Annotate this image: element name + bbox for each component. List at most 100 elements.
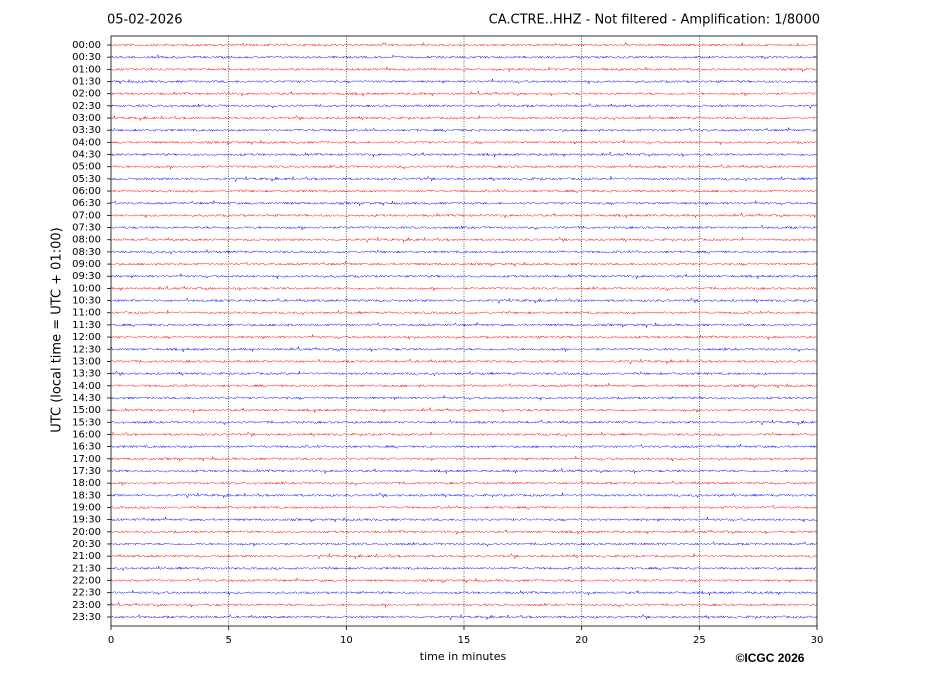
trace	[110, 345, 817, 353]
trace	[110, 297, 817, 305]
y-tick-label: 06:30	[72, 198, 101, 209]
y-tick-label: 22:30	[72, 588, 101, 599]
trace	[110, 260, 817, 268]
trace	[110, 395, 817, 402]
trace	[110, 65, 817, 73]
y-tick-label: 00:30	[72, 52, 101, 63]
y-tick-label: 12:00	[72, 332, 101, 343]
y-tick-label: 16:30	[72, 442, 101, 453]
y-tick-label: 01:00	[72, 64, 101, 75]
trace	[110, 321, 817, 329]
trace	[110, 78, 817, 85]
trace	[110, 211, 817, 219]
y-tick-label: 03:30	[72, 125, 101, 136]
trace	[110, 431, 817, 438]
trace	[110, 540, 817, 548]
x-tick-label: 15	[458, 635, 471, 646]
trace	[110, 175, 817, 183]
trace	[110, 552, 817, 560]
y-tick-label: 14:00	[72, 381, 101, 392]
y-tick-label: 02:00	[72, 89, 101, 100]
y-tick-label: 15:30	[72, 417, 101, 428]
trace	[110, 565, 817, 572]
trace	[110, 273, 817, 280]
y-tick-label: 10:30	[72, 296, 101, 307]
trace	[110, 126, 817, 133]
y-tick-label: 23:00	[72, 600, 101, 611]
trace	[110, 589, 817, 597]
y-tick-label: 17:30	[72, 466, 101, 477]
trace	[110, 613, 817, 621]
y-tick-label: 08:00	[72, 235, 101, 246]
y-tick-label: 21:30	[72, 563, 101, 574]
trace	[110, 248, 817, 255]
y-tick-label: 10:00	[72, 283, 101, 294]
trace	[110, 102, 817, 110]
trace	[110, 504, 817, 510]
chart-title: CA.CTRE..HHZ - Not filtered - Amplificat…	[489, 13, 820, 28]
trace	[110, 224, 817, 231]
x-tick-label: 5	[225, 635, 231, 646]
trace	[110, 406, 817, 414]
trace	[110, 41, 817, 47]
y-tick-label: 23:30	[72, 612, 101, 623]
trace	[110, 480, 817, 487]
y-tick-label: 20:00	[72, 527, 101, 538]
y-tick-label: 05:00	[72, 162, 101, 173]
y-tick-label: 08:30	[72, 247, 101, 258]
y-tick-label: 21:00	[72, 551, 101, 562]
y-tick-label: 11:00	[72, 308, 101, 319]
trace	[110, 236, 817, 244]
trace	[110, 139, 817, 146]
trace	[110, 576, 817, 584]
trace	[110, 467, 817, 475]
date-title: 05-02-2026	[107, 13, 183, 28]
trace	[110, 334, 817, 341]
trace	[110, 284, 817, 292]
y-tick-label: 19:30	[72, 515, 101, 526]
trace	[110, 455, 817, 463]
trace	[110, 188, 817, 194]
x-tick-label: 20	[575, 635, 588, 646]
y-tick-label: 07:00	[72, 210, 101, 221]
y-tick-label: 19:00	[72, 502, 101, 513]
y-tick-label: 16:00	[72, 429, 101, 440]
y-tick-label: 05:30	[72, 174, 101, 185]
y-tick-label: 13:00	[72, 356, 101, 367]
y-tick-label: 11:30	[72, 320, 101, 331]
y-tick-label: 01:30	[72, 77, 101, 88]
y-tick-label: 18:00	[72, 478, 101, 489]
plot-frame	[110, 35, 818, 627]
y-tick-label: 14:30	[72, 393, 101, 404]
y-axis-label: UTC (local time = UTC + 01:00)	[50, 227, 65, 432]
trace	[110, 358, 817, 366]
trace	[110, 601, 817, 608]
x-tick-label: 30	[811, 635, 824, 646]
x-tick-label: 0	[108, 635, 114, 646]
trace	[110, 528, 817, 535]
y-tick-label: 07:30	[72, 223, 101, 234]
y-tick-label: 17:00	[72, 454, 101, 465]
trace	[110, 114, 817, 122]
trace	[110, 382, 817, 390]
trace	[110, 90, 817, 97]
trace	[110, 163, 817, 170]
trace	[110, 309, 817, 316]
y-tick-label: 12:30	[72, 344, 101, 355]
y-tick-label: 04:00	[72, 137, 101, 148]
y-tick-label: 22:00	[72, 575, 101, 586]
y-tick-label: 20:30	[72, 539, 101, 550]
y-tick-label: 18:30	[72, 490, 101, 501]
trace	[110, 491, 817, 499]
x-axis-label: time in minutes	[420, 650, 507, 663]
trace	[110, 199, 817, 207]
y-tick-label: 00:00	[72, 40, 101, 51]
y-tick-label: 04:30	[72, 150, 101, 161]
trace	[110, 418, 817, 426]
y-tick-label: 09:00	[72, 259, 101, 270]
trace	[110, 151, 817, 158]
trace	[110, 53, 817, 60]
y-tick-label: 15:00	[72, 405, 101, 416]
y-tick-label: 03:00	[72, 113, 101, 124]
